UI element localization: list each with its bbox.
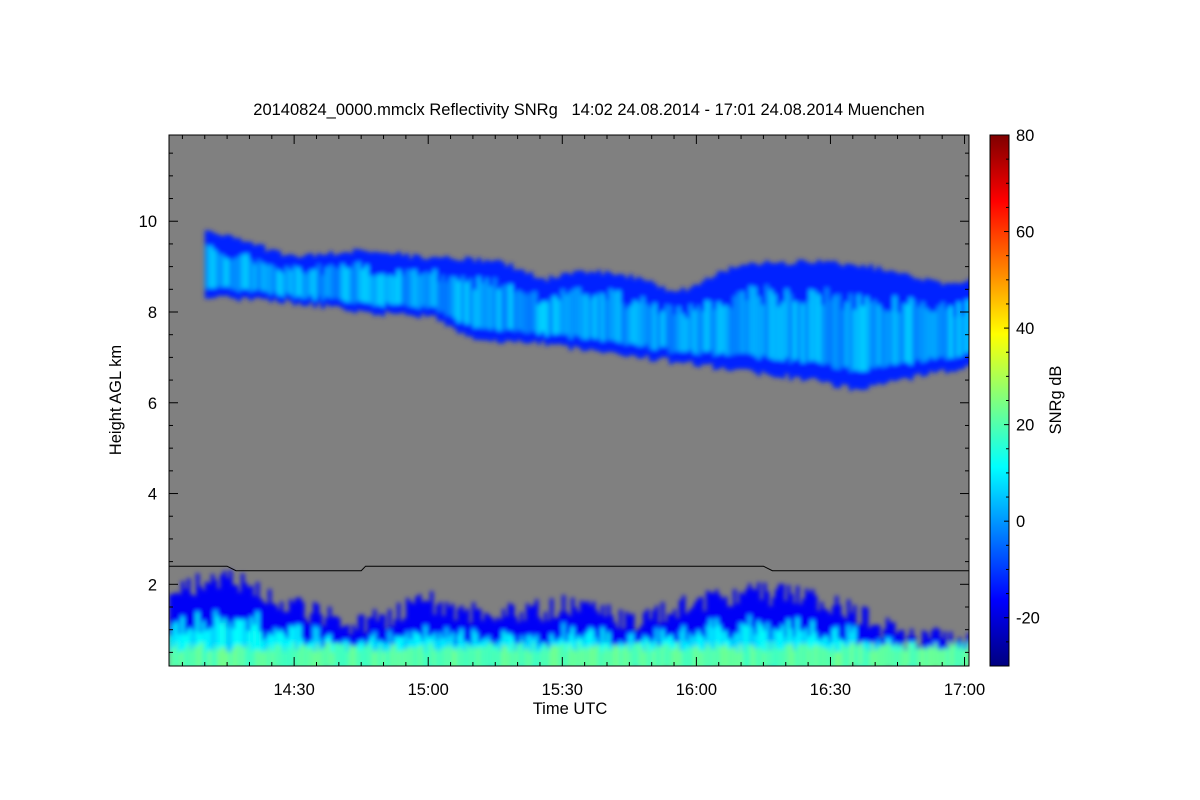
colorbar-tick-label: 80 bbox=[1016, 127, 1034, 145]
boundary-layer-echoes bbox=[169, 570, 969, 666]
colorbar-tick-label: 20 bbox=[1016, 417, 1034, 435]
y-tick-label: 10 bbox=[139, 213, 157, 231]
y-tick-label: 8 bbox=[148, 304, 157, 322]
x-tick-label: 15:00 bbox=[408, 681, 449, 699]
y-axis: 2 4 6 8 10 bbox=[139, 152, 969, 653]
colorbar-tick-label: 0 bbox=[1016, 513, 1025, 531]
colorbar-tick-label: 60 bbox=[1016, 224, 1034, 242]
x-tick-label: 17:00 bbox=[944, 681, 985, 699]
y-axis-label: Height AGL km bbox=[107, 345, 125, 455]
plot-frame bbox=[168, 134, 970, 667]
chart-title: 20140824_0000.mmclx Reflectivity SNRg 14… bbox=[253, 101, 924, 119]
x-axis: 14:30 15:00 15:30 16:00 16:30 17:00 bbox=[181, 135, 985, 699]
x-tick-label: 16:00 bbox=[676, 681, 717, 699]
y-tick-label: 4 bbox=[148, 486, 157, 504]
y-tick-label: 6 bbox=[148, 395, 157, 413]
x-axis-label: Time UTC bbox=[533, 700, 608, 718]
x-tick-label: 15:30 bbox=[542, 681, 583, 699]
plot-background bbox=[169, 135, 969, 666]
colorbar-tick-label: 40 bbox=[1016, 320, 1034, 338]
echo-layer bbox=[169, 230, 969, 666]
colorbar-ticks: -20 0 20 40 60 80 bbox=[1004, 127, 1040, 667]
colorbar-tick-label: -20 bbox=[1016, 610, 1040, 628]
upper-cloud-layer bbox=[204, 230, 969, 391]
colorbar-label: SNRg dB bbox=[1047, 366, 1065, 435]
x-tick-label: 14:30 bbox=[273, 681, 314, 699]
x-tick-label: 16:30 bbox=[810, 681, 851, 699]
reference-line bbox=[169, 565, 969, 572]
y-tick-label: 2 bbox=[148, 576, 157, 594]
